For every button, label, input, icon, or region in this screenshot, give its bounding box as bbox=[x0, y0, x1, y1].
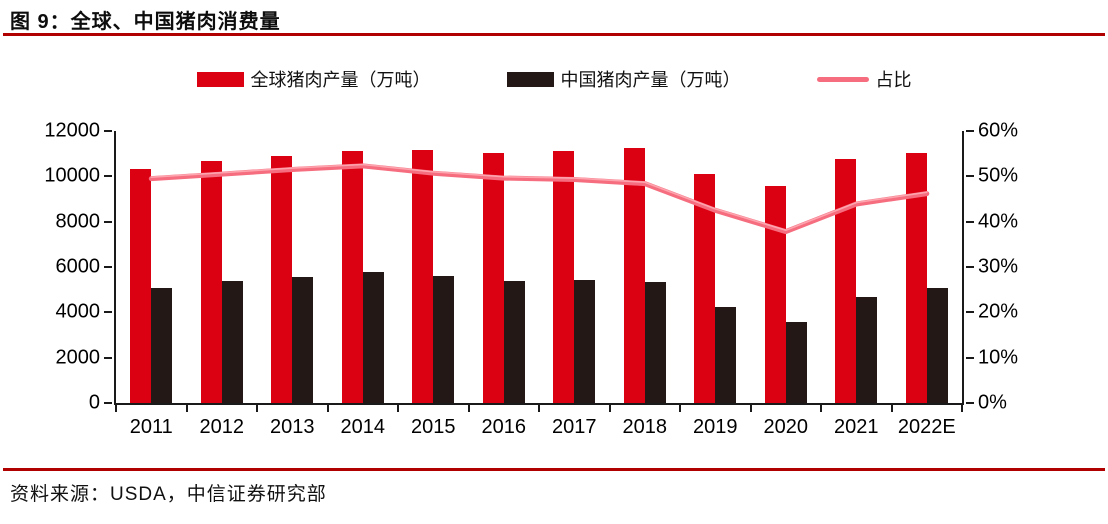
right-axis-tick-label: 20% bbox=[978, 300, 1019, 323]
bar-china bbox=[221, 281, 243, 403]
left-axis-tick bbox=[104, 175, 112, 178]
figure-title: 图 9：全球、中国猪肉消费量 bbox=[10, 11, 281, 33]
bar-global bbox=[764, 186, 786, 403]
left-axis-line bbox=[114, 131, 116, 405]
left-axis-tick bbox=[104, 266, 112, 268]
right-axis-tick-label: 40% bbox=[978, 210, 1019, 233]
bar-china bbox=[644, 281, 666, 403]
title-divider bbox=[3, 33, 1105, 36]
right-axis-tick bbox=[966, 220, 974, 223]
bar-global bbox=[200, 160, 222, 403]
x-axis-tick bbox=[679, 405, 681, 412]
left-axis-tick-label: 4000 bbox=[55, 300, 101, 323]
x-axis-tick bbox=[538, 405, 540, 412]
x-axis-label: 2019 bbox=[693, 416, 738, 438]
bar-china bbox=[785, 321, 807, 403]
bar-china bbox=[151, 288, 173, 403]
legend-line-swatch bbox=[816, 76, 869, 82]
left-axis-tick bbox=[104, 356, 112, 359]
x-axis-tick bbox=[256, 405, 258, 412]
right-axis-tick-label: 10% bbox=[978, 346, 1019, 369]
left-axis-tick-label: 10000 bbox=[44, 164, 100, 187]
bar-china bbox=[503, 280, 525, 403]
x-axis-label: 2015 bbox=[411, 416, 456, 438]
x-axis-label: 2013 bbox=[270, 416, 315, 438]
left-axis-tick-label: 8000 bbox=[55, 210, 101, 233]
bar-china bbox=[292, 276, 314, 403]
bar-china bbox=[433, 275, 455, 403]
legend-label: 占比 bbox=[875, 70, 912, 90]
bar-global bbox=[341, 151, 363, 403]
x-axis-tick bbox=[185, 405, 188, 412]
legend-item: 中国猪肉产量（万吨） bbox=[506, 66, 741, 92]
x-axis-tick bbox=[820, 405, 822, 412]
bar-global bbox=[412, 150, 434, 403]
bar-china bbox=[715, 307, 737, 403]
left-axis-tick bbox=[104, 402, 112, 404]
bar-global bbox=[482, 152, 504, 403]
legend-label: 全球猪肉产量（万吨） bbox=[250, 70, 431, 90]
legend-item: 全球猪肉产量（万吨） bbox=[196, 66, 431, 92]
x-axis-label: 2018 bbox=[622, 416, 668, 438]
legend-bar-swatch bbox=[506, 71, 554, 87]
ratio-line bbox=[148, 163, 930, 235]
source-divider bbox=[3, 468, 1105, 471]
right-axis-tick bbox=[966, 266, 974, 268]
x-axis-label: 2016 bbox=[481, 416, 527, 438]
x-axis-label: 2022E bbox=[897, 416, 956, 438]
left-axis-tick bbox=[104, 220, 112, 223]
right-axis-tick-label: 30% bbox=[978, 255, 1019, 278]
x-axis-tick bbox=[467, 405, 470, 412]
x-axis-tick bbox=[608, 405, 611, 412]
left-axis-tick-label: 12000 bbox=[44, 119, 100, 142]
left-axis-tick-label: 6000 bbox=[55, 255, 101, 278]
ratio-line-layer bbox=[148, 163, 930, 235]
bar-china bbox=[362, 272, 384, 403]
x-axis-tick bbox=[397, 405, 399, 412]
x-axis-label: 2014 bbox=[340, 416, 386, 438]
right-axis-tick-label: 60% bbox=[978, 119, 1019, 142]
bar-global bbox=[905, 152, 927, 403]
right-axis-line bbox=[962, 131, 964, 405]
left-axis-tick bbox=[104, 130, 112, 132]
bar-global bbox=[623, 148, 645, 403]
bar-china bbox=[856, 297, 878, 403]
right-axis-tick bbox=[966, 175, 974, 178]
legend-item: 占比 bbox=[816, 66, 912, 92]
source-note: 资料来源：USDA，中信证券研究部 bbox=[10, 484, 327, 505]
x-axis-tick bbox=[115, 405, 117, 412]
x-axis-tick bbox=[749, 405, 752, 412]
legend-bar-swatch bbox=[196, 71, 244, 87]
x-axis-label: 2011 bbox=[129, 416, 173, 438]
bar-china bbox=[574, 279, 596, 403]
x-axis-label: 2020 bbox=[763, 416, 809, 438]
right-axis-tick-label: 0% bbox=[978, 391, 1007, 414]
bottom-axis-line bbox=[114, 403, 964, 405]
bar-global bbox=[130, 168, 152, 403]
right-axis-tick-label: 50% bbox=[978, 164, 1019, 187]
legend-label: 中国猪肉产量（万吨） bbox=[560, 70, 741, 90]
left-axis-tick bbox=[104, 311, 112, 314]
x-axis-label: 2021 bbox=[834, 416, 879, 438]
ratio-line-highlight bbox=[150, 163, 928, 231]
x-axis-label: 2012 bbox=[199, 416, 245, 438]
x-axis-tick bbox=[890, 405, 893, 412]
bar-global bbox=[835, 159, 857, 403]
right-axis-tick bbox=[966, 130, 974, 132]
bar-global bbox=[553, 151, 575, 403]
left-axis-tick-label: 0 bbox=[88, 391, 100, 414]
chart-plot-area: 0 2000 4000 6000 8000 10000 12000 0% 10% 20% 30% 40… bbox=[44, 120, 1018, 439]
bar-global bbox=[271, 155, 293, 403]
right-axis-tick bbox=[966, 311, 974, 314]
chart-legend: 全球猪肉产量（万吨） 中国猪肉产量（万吨） 占比 bbox=[0, 64, 1108, 94]
bar-global bbox=[694, 174, 716, 403]
left-axis-tick-label: 2000 bbox=[55, 346, 101, 369]
x-axis-tick bbox=[326, 405, 329, 412]
bar-china bbox=[926, 287, 948, 403]
right-axis-tick bbox=[966, 356, 974, 359]
right-axis-tick bbox=[966, 402, 974, 404]
x-axis-tick bbox=[961, 405, 963, 412]
x-axis-label: 2017 bbox=[552, 416, 597, 438]
